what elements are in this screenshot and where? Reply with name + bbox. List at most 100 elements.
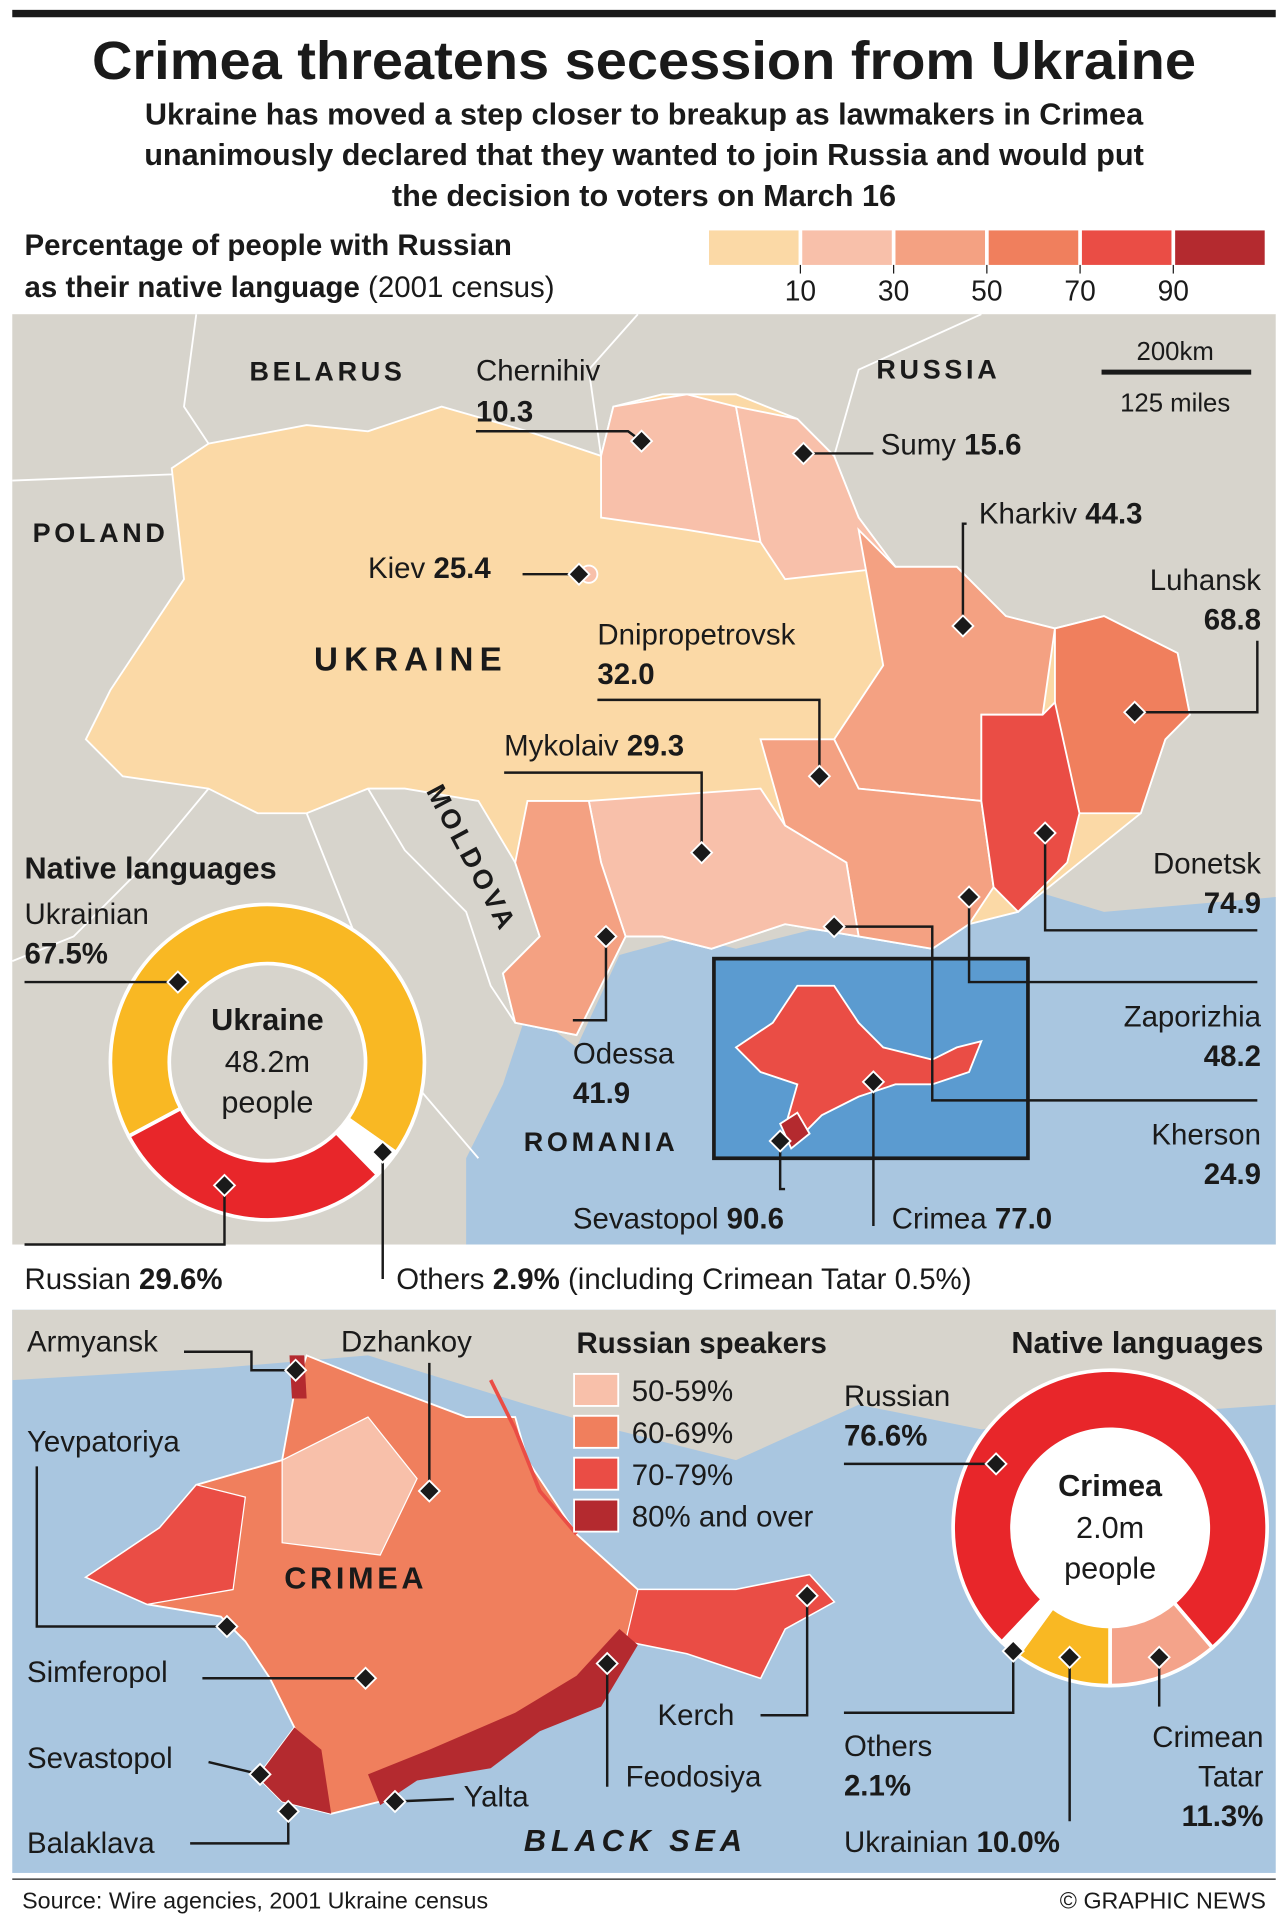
region-label: Sevastopol 90.6	[573, 1202, 784, 1235]
donut-center: people	[221, 1085, 313, 1120]
marker	[984, 1452, 1008, 1476]
donut-center: people	[1064, 1550, 1156, 1585]
region-label-part: Mykolaiv	[504, 729, 619, 762]
scale-bar-label: 200km	[1137, 338, 1214, 366]
value-label: 2.1%	[844, 1769, 911, 1802]
district	[281, 1416, 418, 1556]
category-label-part: Russian	[25, 1263, 131, 1296]
map-label: CRIMEA	[284, 1560, 427, 1595]
region-label-part: Kiev	[368, 552, 426, 585]
region-value: 10.3	[476, 395, 533, 428]
legend-swatch	[573, 1414, 620, 1449]
donut-center: Ukraine	[211, 1002, 323, 1037]
marker	[1001, 1639, 1025, 1663]
region-label: Kiev 25.4	[368, 552, 491, 585]
border	[11, 788, 210, 962]
ukraine-map	[11, 313, 1276, 1245]
footer-credit: © GRAPHIC NEWS	[1060, 1888, 1266, 1914]
marker	[791, 441, 816, 466]
region-name: Luhansk	[1150, 564, 1262, 597]
leader-line	[1134, 640, 1259, 714]
city-label: Sevastopol	[27, 1742, 173, 1775]
donut-hole	[1012, 1429, 1209, 1627]
marker	[1122, 700, 1147, 724]
donut-segment	[126, 1105, 381, 1222]
leader-line	[843, 1651, 1015, 1714]
leader-line	[572, 936, 608, 1022]
country-label: RUSSIA	[876, 354, 1000, 384]
region-shape	[980, 700, 1081, 914]
district	[84, 1484, 247, 1605]
region-label-part: Sevastopol	[573, 1202, 719, 1235]
category-label: Russian	[844, 1380, 950, 1413]
leader-line	[834, 925, 1258, 1102]
legend-label: 80% and over	[632, 1501, 814, 1534]
legend-label: 50-59%	[632, 1375, 733, 1408]
region-label-part: 29.3	[627, 729, 684, 762]
legend-label: 60-69%	[632, 1417, 733, 1450]
region-name: Zaporizhia	[1124, 1000, 1262, 1033]
leader-line	[597, 698, 821, 777]
category-label-part: Ukrainian	[844, 1826, 968, 1859]
region-label-part: Sumy	[881, 429, 956, 462]
title: Crimea threatens secession from Ukraine	[92, 31, 1196, 91]
donut-hole	[169, 963, 366, 1161]
region-value: 41.9	[573, 1077, 630, 1110]
region-label-part: Kharkiv	[979, 498, 1077, 531]
border	[183, 314, 210, 445]
marker	[283, 1358, 308, 1382]
region-shape	[734, 405, 898, 581]
category-label-part: 2.9%	[493, 1263, 560, 1296]
region-label: Crimea 77.0	[892, 1202, 1052, 1235]
category-label: Others	[844, 1730, 932, 1763]
value-label: 11.3%	[1182, 1800, 1264, 1833]
legend-title: as their native language (2001 census)	[25, 271, 555, 304]
donut-segment	[108, 902, 427, 1156]
leader-line	[184, 1350, 296, 1372]
region-value: 74.9	[1204, 887, 1261, 920]
category-label: Crimean Tatar	[1152, 1721, 1263, 1794]
marker	[383, 1789, 407, 1814]
region-value: 24.9	[1204, 1158, 1261, 1191]
donut-title: Native languages	[25, 850, 277, 885]
region-label-part: 25.4	[433, 552, 491, 585]
marker	[166, 970, 190, 994]
region-name: Donetsk	[1153, 848, 1261, 881]
donut-center: 2.0m	[1076, 1510, 1144, 1545]
country-label: UKRAINE	[314, 641, 508, 678]
region-value: 68.8	[1204, 604, 1261, 637]
subtitle: Ukraine has moved a step closer to break…	[145, 96, 1144, 131]
scale-swatch	[1175, 230, 1265, 265]
scale-tick-label: 10	[785, 275, 816, 307]
region-value: 48.2	[1204, 1040, 1261, 1073]
leader-line	[35, 1466, 227, 1628]
subtitle: unanimously declared that they wanted to…	[144, 137, 1144, 172]
region-name: Kherson	[1151, 1119, 1261, 1152]
marker	[215, 1614, 239, 1639]
legend-swatch	[573, 1498, 620, 1533]
leader-line	[961, 522, 967, 626]
category-label: Ukrainian	[25, 898, 149, 931]
legend-swatch	[573, 1372, 620, 1407]
marker	[567, 562, 591, 586]
category-label: Others 2.9% (including Crimean Tatar 0.5…	[396, 1263, 971, 1296]
region-label-part: Crimea	[892, 1202, 987, 1235]
border	[367, 788, 516, 1024]
arabat-spit	[489, 1379, 578, 1536]
region-label-part: 90.6	[727, 1202, 784, 1235]
region-label-part: 15.6	[964, 429, 1021, 462]
city-label: Feodosiya	[626, 1761, 762, 1794]
region-value: 32.0	[597, 658, 654, 691]
region-label-part: 44.3	[1085, 498, 1142, 531]
leader-line	[504, 771, 703, 853]
city-label: Balaklava	[27, 1827, 155, 1860]
category-label: Russian 29.6%	[25, 1263, 223, 1296]
leader-line	[778, 1141, 786, 1191]
city-label: Armyansk	[27, 1326, 158, 1359]
scale-tick-label: 90	[1158, 275, 1189, 307]
leader-line	[24, 1185, 226, 1246]
marker	[807, 764, 832, 789]
